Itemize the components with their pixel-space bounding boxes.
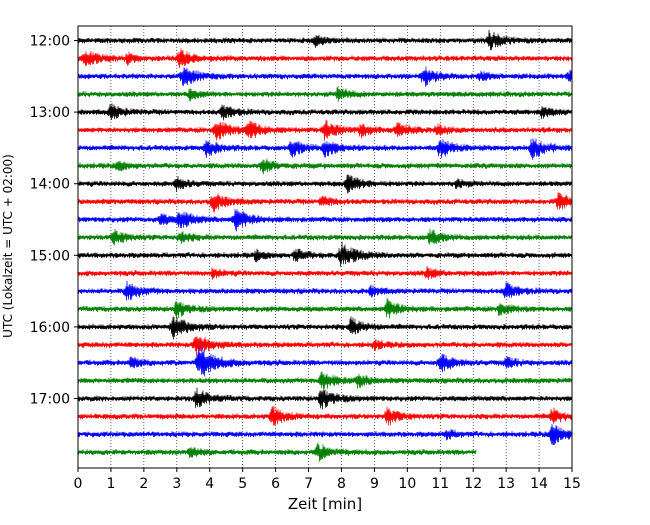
seismic-trace xyxy=(77,103,573,121)
x-tick-label: 2 xyxy=(139,476,148,492)
seismic-trace xyxy=(77,241,573,267)
seismic-trace xyxy=(77,280,573,301)
seismic-trace xyxy=(77,66,573,87)
trace-layer xyxy=(77,29,573,462)
seismic-trace xyxy=(77,158,573,175)
x-tick-label: 6 xyxy=(271,476,280,492)
x-tick-label: 11 xyxy=(431,476,449,492)
x-tick-label: 3 xyxy=(172,476,181,492)
x-tick-label: 14 xyxy=(530,476,548,492)
x-tick-label: 10 xyxy=(398,476,416,492)
seismic-trace xyxy=(77,336,573,356)
seismic-trace xyxy=(77,265,573,280)
x-tick-label: 1 xyxy=(106,476,115,492)
x-tick-layer: 0 1 2 3 4 5 6 7 8 9 10 11 12 13 14 15 xyxy=(74,468,581,492)
seismic-trace xyxy=(77,442,477,462)
y-tick-label: 16:00 xyxy=(30,320,70,336)
seismic-trace xyxy=(77,138,573,160)
seismic-trace xyxy=(77,387,573,410)
seismic-trace xyxy=(77,29,573,51)
y-tick-label: 13:00 xyxy=(30,105,70,121)
x-tick-label: 7 xyxy=(304,476,313,492)
x-tick-label: 15 xyxy=(563,476,581,492)
seismic-trace xyxy=(77,119,573,141)
x-tick-label: 0 xyxy=(74,476,83,492)
x-axis-title: Zeit [min] xyxy=(288,495,362,513)
seismic-trace xyxy=(77,371,573,391)
seismic-trace xyxy=(77,209,573,232)
seismic-trace xyxy=(77,48,573,69)
seismic-trace xyxy=(77,85,573,102)
y-axis-title: UTC (Lokalzeit = UTC + 02:00) xyxy=(1,154,15,338)
y-tick-label: 17:00 xyxy=(30,392,70,408)
seismic-trace xyxy=(77,346,573,377)
plot-frame xyxy=(77,25,573,469)
seismic-trace xyxy=(77,174,573,194)
x-tick-label: 4 xyxy=(205,476,214,492)
seismic-trace xyxy=(77,316,573,340)
y-tick-label: 12:00 xyxy=(30,34,70,50)
x-tick-label: 5 xyxy=(238,476,247,492)
x-tick-label: 13 xyxy=(497,476,515,492)
seismic-trace xyxy=(77,192,573,213)
x-tick-label: 8 xyxy=(337,476,346,492)
y-tick-label: 14:00 xyxy=(30,177,70,193)
seismic-trace xyxy=(77,297,573,319)
seismic-trace xyxy=(77,228,573,246)
x-tick-label: 12 xyxy=(464,476,482,492)
x-tick-label: 9 xyxy=(370,476,379,492)
y-tick-layer: 12:00 13:00 14:00 15:00 16:00 17:00 xyxy=(30,34,78,408)
seismic-trace xyxy=(77,423,573,446)
seismic-trace xyxy=(77,406,573,426)
y-tick-label: 15:00 xyxy=(30,248,70,264)
